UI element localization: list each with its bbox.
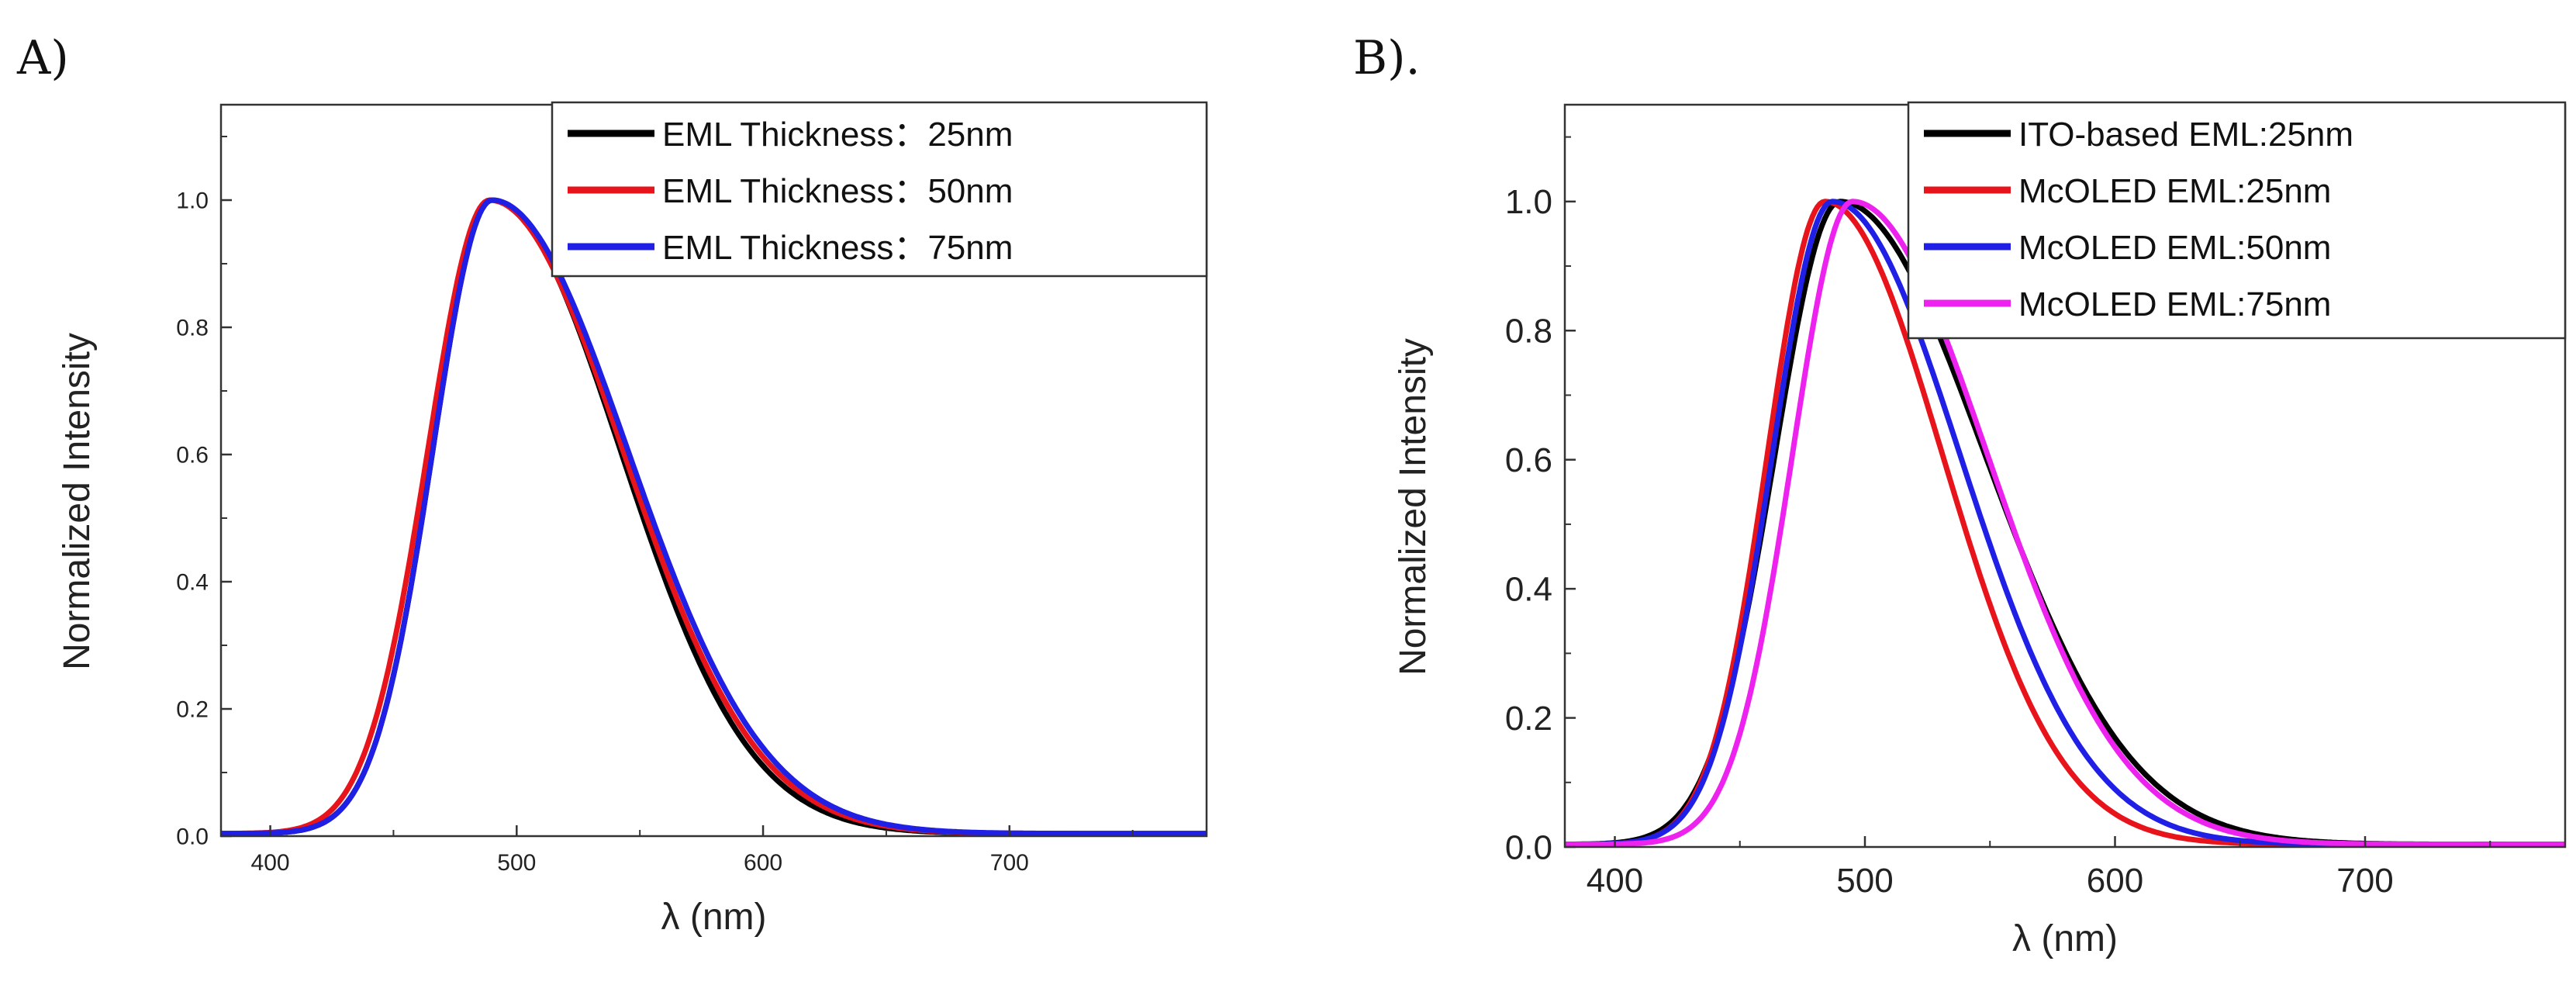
legend-a: EML Thickness：25nm EML Thickness：50nm EML … [551,101,1208,278]
y-tick-label: 0.2 [1505,700,1552,738]
y-tick-label: 0.8 [1505,313,1552,351]
x-tick-label: 400 [251,850,290,876]
x-tick-label: 600 [744,850,782,876]
chart-panel-b: B). 400 500 600 700 0.0 0.2 0.4 0.6 0.8 1.0 λ (nm… [1353,31,2567,959]
y-axis-title-b: Normalized Intensity [1393,338,1434,676]
y-tick-label: 0.6 [1505,441,1552,479]
y-tick-label: 1.0 [176,188,209,214]
legend-box [551,101,1208,278]
x-tick-label: 500 [497,850,536,876]
y-tick-label: 0.4 [1505,571,1552,609]
x-tick-label: 700 [2336,862,2393,900]
legend-label-1: ITO-based EML:25nm [2018,116,2353,154]
y-tick-label: 0.2 [176,697,209,723]
panel-label-a: A) [16,31,69,85]
y-tick-label: 0.0 [1505,828,1552,866]
plot-area-b: 400 500 600 700 0.0 0.2 0.4 0.6 0.8 1.0 [1505,103,2567,900]
y-tick-label: 0.6 [176,443,209,468]
x-tick-label: 600 [2087,862,2143,900]
series-line-3 [220,197,1207,837]
x-axis-title-a: λ (nm) [661,897,767,938]
y-tick-label: 0.8 [176,316,209,341]
y-tick-label: 1.0 [1505,183,1552,221]
legend-label-3: McOLED EML:50nm [2018,229,2331,267]
plot-area-a: 400 500 600 700 0.0 0.2 0.4 0.6 0.8 1.0 [176,103,1208,876]
legend-b: ITO-based EML:25nm McOLED EML:25nm McOLED … [1907,101,2567,340]
x-axis-title-b: λ (nm) [2012,918,2118,959]
series-line-4 [1564,199,2566,848]
y-tick-label: 0.0 [176,824,209,850]
series-line-2 [220,197,1207,837]
chart-panel-a: A) 400 500 600 700 0.0 0.2 0.4 0.6 0.8 1.0 λ (nm)… [16,31,1208,938]
legend-label-2: EML Thickness：50nm [662,172,1013,210]
legend-box [1907,101,2567,340]
legend-label-1: EML Thickness：25nm [662,116,1013,154]
legend-label-2: McOLED EML:25nm [2018,172,2331,210]
panel-label-b: B). [1353,31,1421,85]
legend-label-4: McOLED EML:75nm [2018,285,2331,323]
x-tick-label: 500 [1836,862,1893,900]
legend-label-3: EML Thickness：75nm [662,229,1013,267]
y-tick-label: 0.4 [176,570,209,596]
x-tick-label: 700 [990,850,1029,876]
y-axis-title-a: Normalized Intensity [57,333,98,670]
x-tick-label: 400 [1587,862,1643,900]
